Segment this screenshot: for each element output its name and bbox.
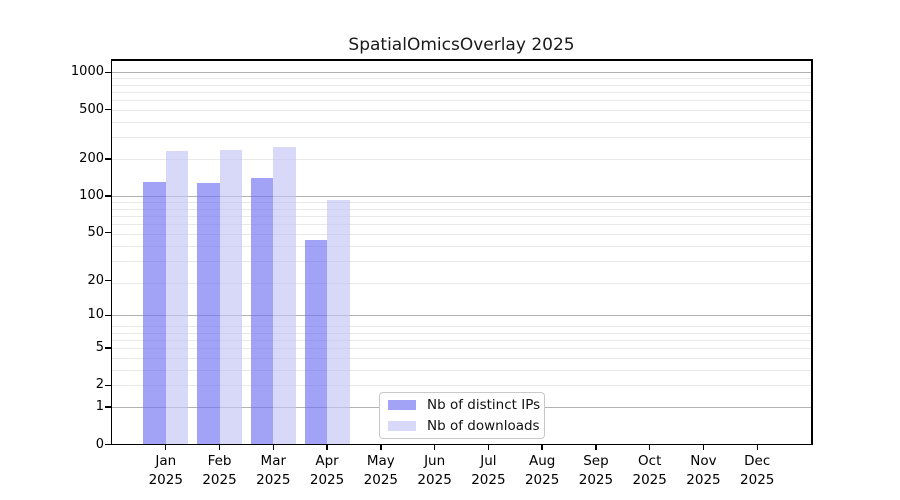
- minor-gridline: [112, 224, 811, 225]
- y-tick-label: 2: [95, 377, 104, 393]
- y-tick-mark: [105, 384, 112, 387]
- x-tick-label-mar: Mar 2025: [256, 453, 291, 488]
- x-tick-label-may: May 2025: [363, 453, 399, 488]
- major-gridline: [112, 315, 811, 317]
- y-tick-label: 50: [87, 224, 104, 240]
- y-tick-mark: [105, 406, 112, 408]
- minor-gridline: [112, 208, 811, 210]
- y-tick-label: 100: [79, 187, 104, 203]
- x-tick-mark: [165, 445, 167, 450]
- minor-gridline: [112, 326, 811, 328]
- y-tick-mark: [105, 279, 112, 282]
- y-tick-label: 10: [87, 307, 104, 323]
- x-tick-mark: [272, 445, 274, 450]
- minor-gridline: [112, 202, 811, 204]
- bar-distinct-ips-apr: [304, 239, 328, 445]
- x-tick-label-jan: Jan 2025: [148, 453, 183, 488]
- x-tick-label-feb: Feb 2025: [202, 453, 237, 488]
- x-axis-line: [110, 443, 813, 446]
- minor-gridline: [112, 100, 811, 101]
- x-tick-label-jun: Jun 2025: [417, 453, 452, 488]
- minor-gridline: [112, 215, 811, 217]
- minor-gridline: [112, 159, 811, 161]
- y-tick-label: 200: [79, 150, 104, 166]
- x-tick-label-dec: Dec 2025: [740, 453, 775, 488]
- bar-downloads-jan: [165, 150, 189, 445]
- top-spine: [110, 59, 813, 61]
- y-tick-mark: [105, 314, 112, 317]
- y-tick-label: 0: [95, 436, 104, 452]
- y-tick-label: 20: [87, 272, 104, 288]
- y-tick-mark: [105, 232, 112, 234]
- bar-downloads-apr: [327, 199, 350, 445]
- legend-item-downloads: Nb of downloads: [388, 417, 540, 435]
- y-tick-mark: [105, 109, 112, 111]
- major-gridline: [112, 195, 811, 197]
- x-tick-mark: [380, 445, 382, 450]
- x-tick-mark: [648, 445, 651, 450]
- minor-gridline: [112, 385, 811, 387]
- x-tick-label-oct: Oct 2025: [632, 453, 667, 488]
- y-tick-mark: [105, 158, 112, 160]
- x-tick-label-jul: Jul 2025: [471, 453, 506, 488]
- bar-downloads-mar: [273, 146, 296, 445]
- x-tick-mark: [326, 445, 328, 450]
- right-spine: [811, 59, 813, 446]
- x-tick-label-nov: Nov 2025: [686, 453, 721, 488]
- y-tick-label: 1: [95, 399, 104, 415]
- x-tick-mark: [218, 445, 221, 450]
- minor-gridline: [112, 369, 811, 371]
- x-tick-mark: [433, 445, 436, 450]
- minor-gridline: [112, 357, 811, 359]
- minor-gridline: [112, 339, 811, 341]
- minor-gridline: [112, 91, 811, 93]
- chart-title: SpatialOmicsOverlay 2025: [348, 35, 575, 55]
- y-tick-mark: [105, 71, 112, 74]
- x-tick-mark: [541, 445, 543, 450]
- x-tick-mark: [487, 445, 490, 450]
- y-tick-label: 1000: [70, 64, 104, 80]
- bar-distinct-ips-feb: [197, 183, 220, 445]
- minor-gridline: [112, 233, 811, 235]
- minor-gridline: [112, 245, 811, 247]
- minor-gridline: [112, 137, 811, 139]
- y-tick-mark: [105, 443, 112, 446]
- minor-gridline: [112, 348, 811, 349]
- y-tick-mark: [105, 347, 112, 349]
- legend-swatch-distinct-ips: [388, 400, 416, 410]
- major-gridline: [112, 72, 811, 74]
- y-tick-label: 5: [95, 340, 104, 355]
- minor-gridline: [112, 283, 811, 285]
- minor-gridline: [112, 78, 811, 80]
- bar-distinct-ips-mar: [250, 177, 274, 445]
- x-tick-label-sep: Sep 2025: [578, 453, 614, 488]
- bar-distinct-ips-jan: [143, 181, 166, 445]
- minor-gridline: [112, 84, 811, 86]
- y-tick-mark: [105, 195, 112, 197]
- legend: Nb of distinct IPs Nb of downloads: [379, 392, 545, 439]
- y-tick-label: 500: [79, 101, 104, 117]
- minor-gridline: [112, 109, 811, 111]
- legend-swatch-downloads: [388, 421, 416, 431]
- bar-downloads-feb: [219, 149, 243, 445]
- minor-gridline: [112, 121, 811, 123]
- x-tick-label-apr: Apr 2025: [309, 453, 345, 488]
- legend-label-distinct-ips: Nb of distinct IPs: [427, 397, 541, 413]
- x-tick-mark: [702, 445, 705, 450]
- x-tick-mark: [756, 445, 758, 450]
- x-tick-label-aug: Aug 2025: [524, 453, 560, 488]
- y-axis-line: [110, 59, 112, 446]
- minor-gridline: [112, 332, 811, 334]
- legend-item-distinct-ips: Nb of distinct IPs: [388, 396, 540, 414]
- x-tick-mark: [595, 445, 597, 450]
- legend-label-downloads: Nb of downloads: [427, 418, 540, 434]
- minor-gridline: [112, 261, 811, 263]
